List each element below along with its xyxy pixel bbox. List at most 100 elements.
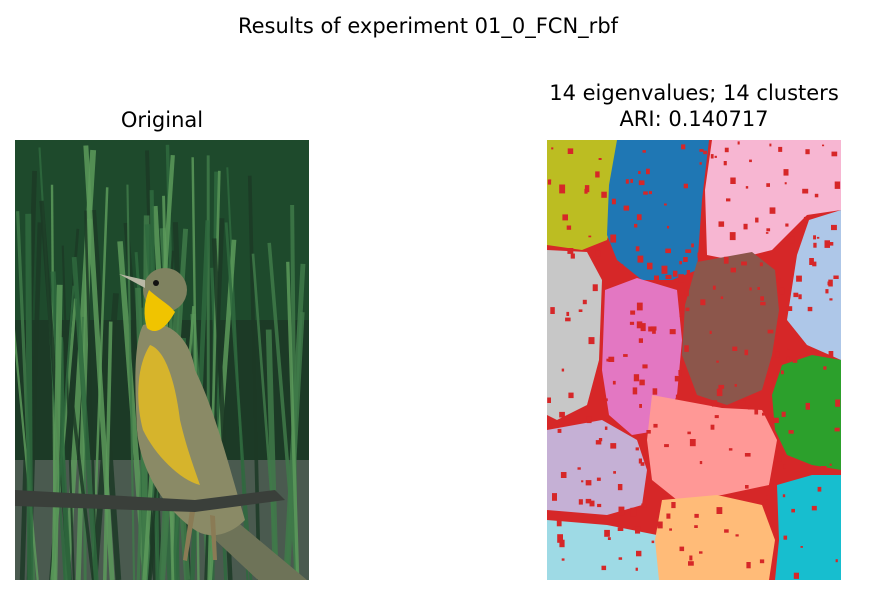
noise-speckle — [636, 214, 642, 221]
noise-speckle — [577, 467, 581, 470]
noise-speckle — [828, 242, 834, 246]
noise-speckle — [703, 150, 707, 155]
noise-speckle — [716, 360, 719, 363]
noise-speckle — [661, 265, 668, 274]
noise-speckle — [716, 388, 723, 397]
noise-speckle — [679, 261, 682, 265]
noise-speckle — [769, 207, 776, 214]
noise-speckle — [578, 309, 583, 312]
noise-speckle — [791, 508, 795, 513]
noise-speckle — [617, 527, 624, 531]
noise-speckle — [551, 147, 554, 150]
noise-speckle — [653, 423, 658, 428]
noise-speckle — [723, 256, 729, 264]
noise-speckle — [813, 242, 817, 248]
noise-speckle — [664, 203, 667, 206]
cluster-lavender — [547, 420, 647, 515]
noise-speckle — [766, 228, 771, 232]
noise-speckle — [783, 464, 787, 469]
noise-speckle — [754, 409, 759, 415]
noise-speckle — [766, 183, 770, 187]
noise-speckle — [657, 521, 663, 529]
noise-speckle — [559, 539, 565, 548]
noise-speckle — [642, 364, 648, 369]
noise-speckle — [561, 558, 565, 561]
cluster-pink — [705, 140, 841, 260]
noise-speckle — [744, 453, 751, 457]
noise-speckle — [769, 483, 774, 490]
noise-speckle — [778, 278, 781, 280]
noise-speckle — [596, 477, 601, 481]
noise-speckle — [783, 169, 789, 176]
noise-speckle — [652, 328, 656, 334]
original-photo — [15, 140, 309, 580]
segmentation-title-line2: ARI: 0.140717 — [619, 107, 769, 131]
original-panel-title: Original — [120, 108, 204, 132]
noise-speckle — [582, 299, 587, 305]
noise-speckle — [589, 500, 595, 507]
noise-speckle — [775, 351, 780, 358]
noise-speckle — [597, 503, 602, 508]
segmentation-map — [547, 140, 841, 580]
noise-speckle — [636, 550, 642, 557]
noise-speckle — [765, 232, 769, 234]
noise-speckle — [636, 302, 643, 311]
noise-speckle — [728, 448, 733, 451]
noise-speckle — [683, 183, 688, 189]
noise-speckle — [834, 181, 841, 189]
noise-speckle — [724, 147, 729, 153]
noise-speckle — [730, 267, 736, 273]
noise-speckle — [760, 296, 764, 301]
noise-speckle — [613, 471, 616, 474]
noise-speckle — [567, 248, 574, 254]
noise-speckle — [833, 275, 839, 279]
noise-speckle — [637, 255, 644, 263]
noise-speckle — [584, 185, 590, 193]
noise-speckle — [824, 240, 830, 248]
grass-blade — [51, 284, 63, 580]
noise-speckle — [604, 426, 608, 430]
noise-speckle — [586, 416, 592, 424]
noise-speckle — [700, 299, 706, 306]
noise-speckle — [665, 248, 671, 254]
noise-speckle — [723, 161, 727, 166]
noise-speckle — [745, 485, 749, 489]
red-noise-speckles — [547, 141, 841, 579]
noise-speckle — [606, 358, 610, 362]
noise-speckle — [778, 146, 783, 152]
noise-speckle — [759, 559, 765, 564]
grass-blade — [267, 242, 299, 580]
noise-speckle — [608, 356, 615, 362]
noise-speckle — [588, 337, 595, 345]
noise-speckle — [720, 296, 724, 299]
noise-speckle — [632, 387, 638, 395]
noise-speckle — [788, 430, 794, 434]
noise-speckle — [780, 370, 784, 375]
noise-speckle — [556, 519, 562, 527]
noise-speckle — [711, 400, 718, 407]
noise-speckle — [598, 438, 603, 442]
noise-speckle — [759, 262, 763, 267]
noise-speckle — [691, 243, 694, 248]
noise-speckle — [767, 329, 774, 334]
noise-speckle — [749, 159, 752, 163]
noise-speckle — [557, 534, 563, 543]
noise-speckle — [781, 411, 786, 417]
noise-speckle — [685, 249, 692, 253]
noise-speckle — [786, 306, 793, 311]
noise-speckle — [651, 540, 655, 544]
bird-icon — [119, 268, 307, 580]
noise-speckle — [716, 507, 723, 514]
bird-beak — [119, 274, 145, 288]
grass-blade — [126, 184, 136, 580]
noise-speckle — [639, 379, 645, 386]
noise-speckle — [699, 162, 702, 165]
noise-speckle — [639, 404, 642, 408]
noise-speckle — [607, 537, 611, 540]
noise-speckle — [635, 526, 641, 534]
noise-speckle — [784, 182, 787, 185]
cluster-brown — [682, 252, 779, 405]
noise-speckle — [630, 310, 636, 315]
noise-speckle — [642, 150, 646, 153]
noise-speckle — [779, 287, 785, 295]
